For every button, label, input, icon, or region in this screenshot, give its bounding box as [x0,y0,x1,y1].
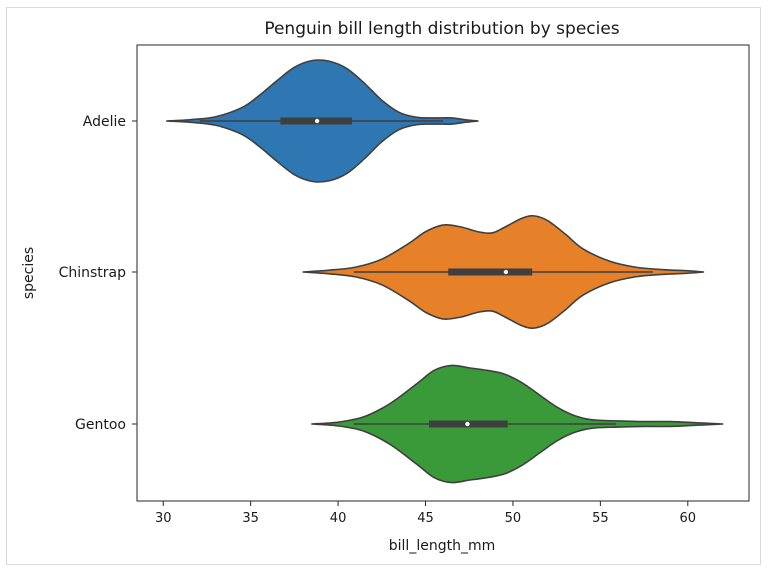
x-axis-ticks: 30 35 40 45 50 55 60 [155,501,696,526]
y-tick-label: Chinstrap [59,265,127,281]
y-tick-label: Adelie [83,114,126,130]
violins-layer [165,59,724,484]
x-tick-label: 40 [330,511,347,526]
median-dot-adelie [314,118,320,124]
median-dot-gentoo [465,421,470,427]
x-tick-label: 60 [680,511,697,526]
y-axis-label: species [21,247,37,299]
x-tick-label: 30 [155,511,172,526]
x-axis-label: bill_length_mm [389,538,495,554]
y-axis-ticks: Adelie Chinstrap Gentoo [59,114,137,433]
x-tick-label: 35 [242,511,259,526]
x-tick-label: 50 [505,511,522,526]
x-tick-label: 45 [417,511,434,526]
plot-area [136,44,750,502]
x-tick-label: 55 [592,511,609,526]
median-dot-chinstrap [503,269,509,275]
iqr-box-chinstrap [448,268,533,276]
chart-title: Penguin bill length distribution by spec… [264,19,619,39]
y-tick-label: Gentoo [75,417,126,433]
